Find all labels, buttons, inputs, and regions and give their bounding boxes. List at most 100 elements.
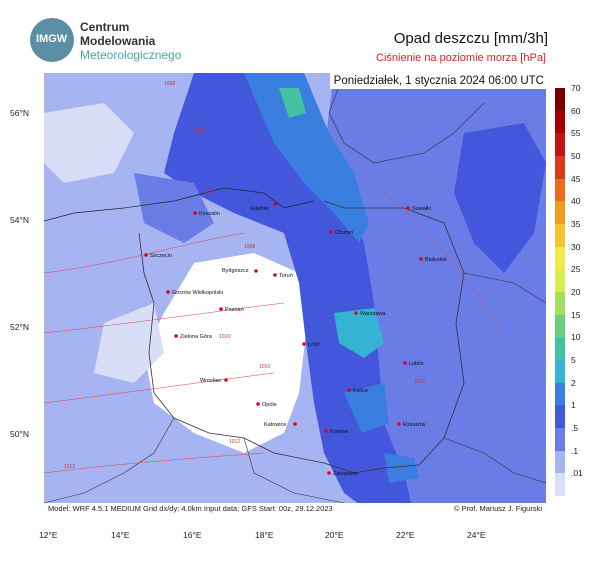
city-rzeszow: Rzeszów xyxy=(397,422,425,428)
precip-band-heavy-north xyxy=(244,73,369,243)
colorbar-label: 20 xyxy=(571,287,581,297)
lon-label: 24°E xyxy=(467,530,486,540)
colorbar-label: 2 xyxy=(571,377,576,388)
logo-text: IMGW xyxy=(36,33,68,45)
colorbar-label: 25 xyxy=(571,264,581,275)
city-marker xyxy=(254,269,258,273)
precip-zone-northeast xyxy=(454,123,546,273)
imgw-logo: IMGW xyxy=(30,18,74,62)
city-label: Szczecin xyxy=(150,253,172,259)
city-label: Katowice xyxy=(264,422,286,428)
lat-label: 50°N xyxy=(10,429,29,439)
colorbar-label: .01 xyxy=(571,468,583,479)
city-wroclaw: Wrocław xyxy=(200,378,228,384)
city-label: Toruń xyxy=(279,273,293,279)
city-krakow: Kraków xyxy=(324,429,348,435)
city-zakopane: Zakopane xyxy=(327,471,357,477)
city-marker xyxy=(329,230,333,234)
isobar-label: 1012 xyxy=(229,439,240,445)
colorbar-label: 15 xyxy=(571,309,581,320)
city-marker xyxy=(219,307,223,311)
colorbar-segment xyxy=(555,156,565,180)
city-marker xyxy=(324,429,328,433)
isobar-line xyxy=(44,372,275,404)
city-suwalki: Suwałki xyxy=(406,206,431,212)
city-label: Wrocław xyxy=(200,378,221,384)
colorbar-segment xyxy=(555,360,565,384)
isobar-label: 1008 xyxy=(194,127,205,133)
isobar-label: 1008 xyxy=(244,244,255,250)
colorbar-label: .1 xyxy=(571,445,579,456)
colorbar-segment xyxy=(555,178,565,202)
city-label: Koszalin xyxy=(199,211,220,217)
colorbar-segment xyxy=(555,133,565,157)
lon-label: 14°E xyxy=(111,530,130,540)
copyright: © Prof. Mariusz J. Figurski xyxy=(453,504,542,513)
colorbar-label: 55 xyxy=(571,128,581,139)
light-area-west xyxy=(94,303,164,383)
org-line-1: Centrum xyxy=(80,20,130,34)
city-label: Lublin xyxy=(409,361,424,367)
poland-border xyxy=(138,200,465,474)
colorbar-segment xyxy=(555,246,565,270)
isobar-label: 1008 xyxy=(164,81,175,87)
colorbar-segment xyxy=(555,473,565,497)
colorbar-label: 70 xyxy=(571,83,581,93)
dry-area-west xyxy=(144,253,306,453)
model-info-footer: Model: WRF 4.5.1 MEDIUM Grid dx/dy: 4.0k… xyxy=(44,503,546,515)
precip-cell-teal xyxy=(279,88,306,118)
city-marker xyxy=(327,471,331,475)
colorbar-segment xyxy=(555,201,565,225)
lat-label: 52°N xyxy=(10,322,29,332)
colorbar-segment xyxy=(555,88,565,112)
city-marker xyxy=(193,211,197,215)
model-info: Model: WRF 4.5.1 MEDIUM Grid dx/dy: 4.0k… xyxy=(48,504,333,513)
city-label: Suwałki xyxy=(412,206,431,212)
city-marker xyxy=(406,206,410,210)
colorbar-label: 1 xyxy=(571,400,576,411)
city-gorzow: Gorzów Wielkopolski xyxy=(166,290,223,296)
city-zielona-gora: Zielona Góra xyxy=(174,334,213,340)
isobar-line xyxy=(44,302,285,334)
baltic-states-border xyxy=(328,73,485,164)
colorbar-label: 30 xyxy=(571,241,581,252)
precip-cell-central xyxy=(334,308,384,358)
city-marker xyxy=(403,361,407,365)
colorbar-label: 5 xyxy=(571,355,576,365)
isobar-line xyxy=(44,452,265,474)
city-olsztyn: Olsztyn xyxy=(329,230,353,236)
colorbar-segment xyxy=(555,224,565,248)
isobar-line xyxy=(44,232,245,274)
city-label: Opole xyxy=(262,402,277,408)
precip-cell-kielce xyxy=(344,383,389,433)
ukraine-border xyxy=(443,437,546,484)
city-marker xyxy=(302,342,306,346)
city-szczecin: Szczecin xyxy=(144,253,172,259)
city-marker xyxy=(273,273,277,277)
city-label: Rzeszów xyxy=(403,422,425,428)
city-marker xyxy=(273,202,277,206)
city-label: Kielce xyxy=(353,388,368,394)
precip-zone-pomerania xyxy=(134,173,214,243)
colorbar-label: 35 xyxy=(571,219,581,229)
city-marker xyxy=(419,257,423,261)
city-torun: Toruń xyxy=(273,273,293,279)
city-poznan: Poznań xyxy=(219,307,244,313)
lat-label: 56°N xyxy=(10,108,29,118)
colorbar-segment xyxy=(555,382,565,406)
lon-label: 20°E xyxy=(325,530,344,540)
colorbar-segment xyxy=(555,450,565,474)
city-katowice: Katowice xyxy=(264,422,297,428)
colorbar-label: 10 xyxy=(571,332,581,343)
city-label: Zakopane xyxy=(333,471,357,477)
city-label: Bydgoszcz xyxy=(222,268,249,274)
city-marker xyxy=(256,402,260,406)
city-kielce: Kielce xyxy=(347,388,368,394)
colorbar-segment xyxy=(555,337,565,361)
city-marker xyxy=(166,290,170,294)
city-koszalin: Koszalin xyxy=(193,211,220,217)
colorbar-label: 45 xyxy=(571,173,581,184)
lon-label: 16°E xyxy=(183,530,202,540)
city-warszawa: Warszawa xyxy=(354,311,386,317)
germany-czech-border xyxy=(44,417,175,504)
